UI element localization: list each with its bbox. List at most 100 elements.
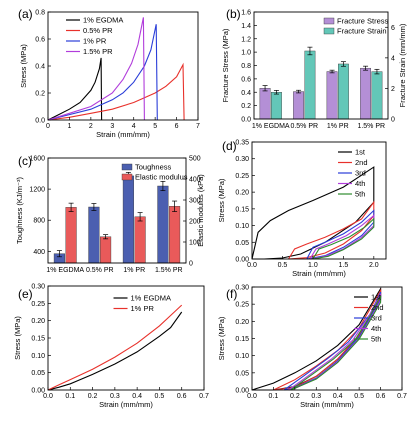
legend-label: 1st [355, 148, 366, 157]
category-label: 1% EGDMA [46, 267, 84, 274]
legend-label: 1.5% PR [83, 47, 113, 56]
legend-label: 5th [355, 190, 365, 199]
category-label: 1% PR [327, 123, 349, 130]
y2-tick-label: 0 [391, 117, 395, 124]
series-line [47, 57, 103, 121]
legend-label: Fracture Strain [337, 27, 387, 36]
x-tick-label: 6 [175, 123, 179, 130]
x-tick-label: 4 [132, 123, 136, 130]
y-tick-label: 0.00 [235, 257, 249, 264]
x-tick-label: 1.0 [308, 262, 318, 269]
plot-frame [47, 11, 199, 121]
y-tick-label: 0.6 [35, 37, 45, 44]
y-tick-label: 0.25 [235, 173, 249, 180]
category-label: 0.5% PR [290, 123, 318, 130]
bar [371, 71, 383, 120]
y2-axis-label: Fracture Strain (mm/mm) [398, 23, 407, 107]
y-tick-label: 0.00 [235, 388, 249, 395]
x-tick-label: 0.0 [247, 393, 257, 400]
legend-label: Fracture Stress [337, 17, 389, 26]
y2-tick-label: 2 [391, 86, 395, 93]
series-line [47, 24, 158, 121]
y-tick-label: 0.00 [31, 388, 45, 395]
legend-label: 3rd [371, 314, 382, 323]
y-tick-label: 400 [33, 249, 45, 256]
x-tick-label: 5 [153, 123, 157, 130]
y2-tick-label: 4 [391, 55, 395, 62]
legend-swatch [121, 173, 133, 181]
y2-tick-label: 200 [189, 219, 201, 226]
y-tick-label: 0.30 [31, 284, 45, 291]
x-tick-label: 0.6 [376, 393, 386, 400]
legend-swatch [323, 27, 335, 35]
y-axis-label: Stress (MPa) [13, 316, 22, 360]
legend-label: 5th [371, 335, 381, 344]
panel-b: (b) 1% EGDMA 0.5% PR 1% PR 1.5% PR 0.0 0.2 0.4 0… [221, 7, 407, 130]
series-line [306, 209, 375, 260]
legend-label: 2nd [371, 303, 384, 312]
series-line [251, 166, 375, 260]
legend-label: 4th [355, 179, 365, 188]
y-axis-label: Stress (MPa) [19, 44, 28, 88]
y-tick-label: 0.10 [235, 353, 249, 360]
series-line [283, 291, 382, 391]
x-tick-label: 0.3 [311, 393, 321, 400]
category-label: 1% EGDMA [252, 123, 290, 130]
bar [100, 236, 112, 264]
panel-f: (f) 0.0 0.1 0.2 0.3 0.4 0.5 0.6 0.7 0.00 0.05 0.10 0… [217, 285, 407, 410]
y-tick-label: 0.2 [35, 91, 45, 98]
panel-label: (e) [18, 287, 33, 301]
y-tick-label: 1.6 [241, 10, 251, 17]
series-line [309, 214, 375, 260]
legend-label: Elastic modulus [135, 173, 188, 182]
y-tick-label: 1.0 [241, 50, 251, 57]
panel-d: (d) 0.0 0.5 1.0 1.5 2.0 0.00 0.05 0.10 0.15 0.20 0.… [217, 139, 387, 278]
x-tick-label: 0.7 [397, 393, 407, 400]
legend-label: 1% EGDMA [131, 294, 171, 303]
y-tick-label: 800 [33, 218, 45, 225]
bar [271, 92, 282, 120]
y-axis-label: Fracture Stress (MPa) [221, 28, 230, 102]
series-line [47, 17, 145, 121]
x-tick-label: 0.5 [354, 393, 364, 400]
bar [360, 67, 371, 120]
y-tick-label: 0.15 [31, 336, 45, 343]
y-tick-label: 0.4 [241, 90, 251, 97]
x-tick-label: 0.4 [333, 393, 343, 400]
panel-label: (c) [18, 154, 32, 168]
y-tick-label: 1600 [29, 156, 45, 163]
panel-c: (c) 1% EGDMA 0.5% PR 1% PR 1.5% PR 400 800 1200… [15, 154, 205, 274]
y-tick-label: 0.0 [35, 118, 45, 125]
bar [293, 91, 304, 120]
x-tick-label: 0.1 [65, 393, 75, 400]
panel-e: (e) 0.0 0.1 0.2 0.3 0.4 0.5 0.6 0.7 0.00 0.05 0.10 0… [13, 284, 209, 410]
y-tick-label: 0.6 [241, 76, 251, 83]
y-tick-label: 1.4 [241, 23, 251, 30]
legend-label: 1st [371, 293, 382, 302]
x-tick-label: 0.3 [110, 393, 120, 400]
bar [122, 175, 134, 264]
x-tick-label: 0.0 [247, 262, 257, 269]
bar [88, 206, 100, 264]
x-tick-label: 0.1 [269, 393, 279, 400]
bar [338, 63, 349, 120]
y-axis-label: Stress (MPa) [217, 178, 226, 222]
category-label: 1.5% PR [357, 123, 385, 130]
x-tick-label: 0.2 [88, 393, 98, 400]
x-tick-label: 0.5 [278, 262, 288, 269]
series-line [290, 295, 382, 391]
y-tick-label: 1.2 [241, 36, 251, 43]
bar [259, 88, 271, 120]
y-tick-label: 0.25 [31, 301, 45, 308]
legend-swatch [121, 163, 133, 171]
y-tick-label: 0.30 [235, 285, 249, 292]
category-label: 0.5% PR [86, 267, 114, 274]
y-tick-label: 0.8 [35, 10, 45, 17]
y2-axis-label: Elastic modulus (kPa) [196, 174, 205, 247]
y-tick-label: 0.10 [235, 223, 249, 230]
legend-label: 4th [371, 324, 381, 333]
y2-tick-label: 300 [189, 198, 201, 205]
x-tick-label: 0.0 [43, 393, 53, 400]
category-label: 1% PR [123, 267, 145, 274]
